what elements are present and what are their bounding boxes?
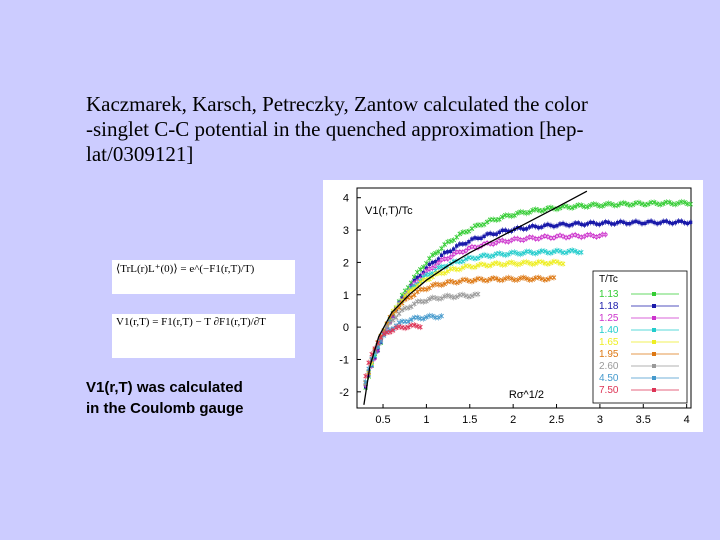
x-tick-label: 1 [423,414,429,426]
legend-entry: 1.13 [599,289,619,300]
note-text: V1(r,T) was calculated in the Coulomb ga… [86,377,316,419]
legend-marker [652,388,656,392]
y-tick-label: 1 [343,290,349,302]
legend-title: T/Tc [599,274,618,285]
formula-internal-energy: V1(r,T) = F1(r,T) − T ∂F1(r,T)/∂T [112,314,295,358]
formula-text: V1(r,T) = F1(r,T) − T ∂F1(r,T)/∂T [116,316,266,328]
formula-polyakov-correlator: ⟨TrL(r)L⁺(0)⟩ = e^(−F1(r,T)/T) [112,260,295,294]
x-tick-label: 2.5 [549,414,564,426]
x-tick-label: 2 [510,414,516,426]
y-axis-label: V1(r,T)/Tc [365,205,413,217]
y-tick-label: -2 [339,387,349,399]
legend-entry: 1.25 [599,313,619,324]
legend-entry: 1.18 [599,301,619,312]
x-tick-label: 3 [597,414,603,426]
x-tick-label: 1.5 [462,414,477,426]
x-axis-label: Rσ^1/2 [509,389,544,401]
y-tick-label: 4 [343,193,349,205]
y-tick-label: 0 [343,322,349,334]
note-line-2: in the Coulomb gauge [86,400,244,417]
legend-entry: 7.50 [599,385,619,396]
legend-entry: 1.65 [599,337,619,348]
legend-entry: 2.60 [599,361,619,372]
heading-line-2: -singlet C-C potential in the quenched a… [86,117,584,141]
note-line-1: V1(r,T) was calculated [86,379,243,396]
legend-marker [652,328,656,332]
legend-marker [652,316,656,320]
y-tick-label: 3 [343,225,349,237]
formula-text: ⟨TrL(r)L⁺(0)⟩ = e^(−F1(r,T)/T) [116,263,255,275]
legend-entry: 1.40 [599,325,619,336]
heading-line-1: Kaczmarek, Karsch, Petreczky, Zantow cal… [86,92,588,116]
x-tick-label: 4 [684,414,690,426]
legend-marker [652,376,656,380]
legend-entry: 4.50 [599,373,619,384]
x-tick-label: 3.5 [636,414,651,426]
x-tick-label: 0.5 [375,414,390,426]
legend-marker [652,364,656,368]
legend-box [592,270,688,404]
potential-chart: 4 3 2 1 0 -1 -2 0.5 1 1.5 2 2.5 3 3.5 4 V1(r,T)/Tc Rσ^1/… [323,180,703,432]
chart-svg: 4 3 2 1 0 -1 -2 0.5 1 1.5 2 2.5 3 3.5 4 V1(r,T)/Tc Rσ^1/… [339,187,693,426]
legend-entry: 1.95 [599,349,619,360]
legend-marker [652,304,656,308]
y-tick-label: -1 [339,354,349,366]
legend-marker [652,352,656,356]
y-tick-label: 2 [343,257,349,269]
zero-temperature-curve [363,190,588,405]
heading-line-3: lat/0309121] [86,142,194,166]
legend-marker [652,340,656,344]
slide-heading: Kaczmarek, Karsch, Petreczky, Zantow cal… [86,92,686,167]
legend-marker [652,292,656,296]
plot-frame [356,187,692,409]
